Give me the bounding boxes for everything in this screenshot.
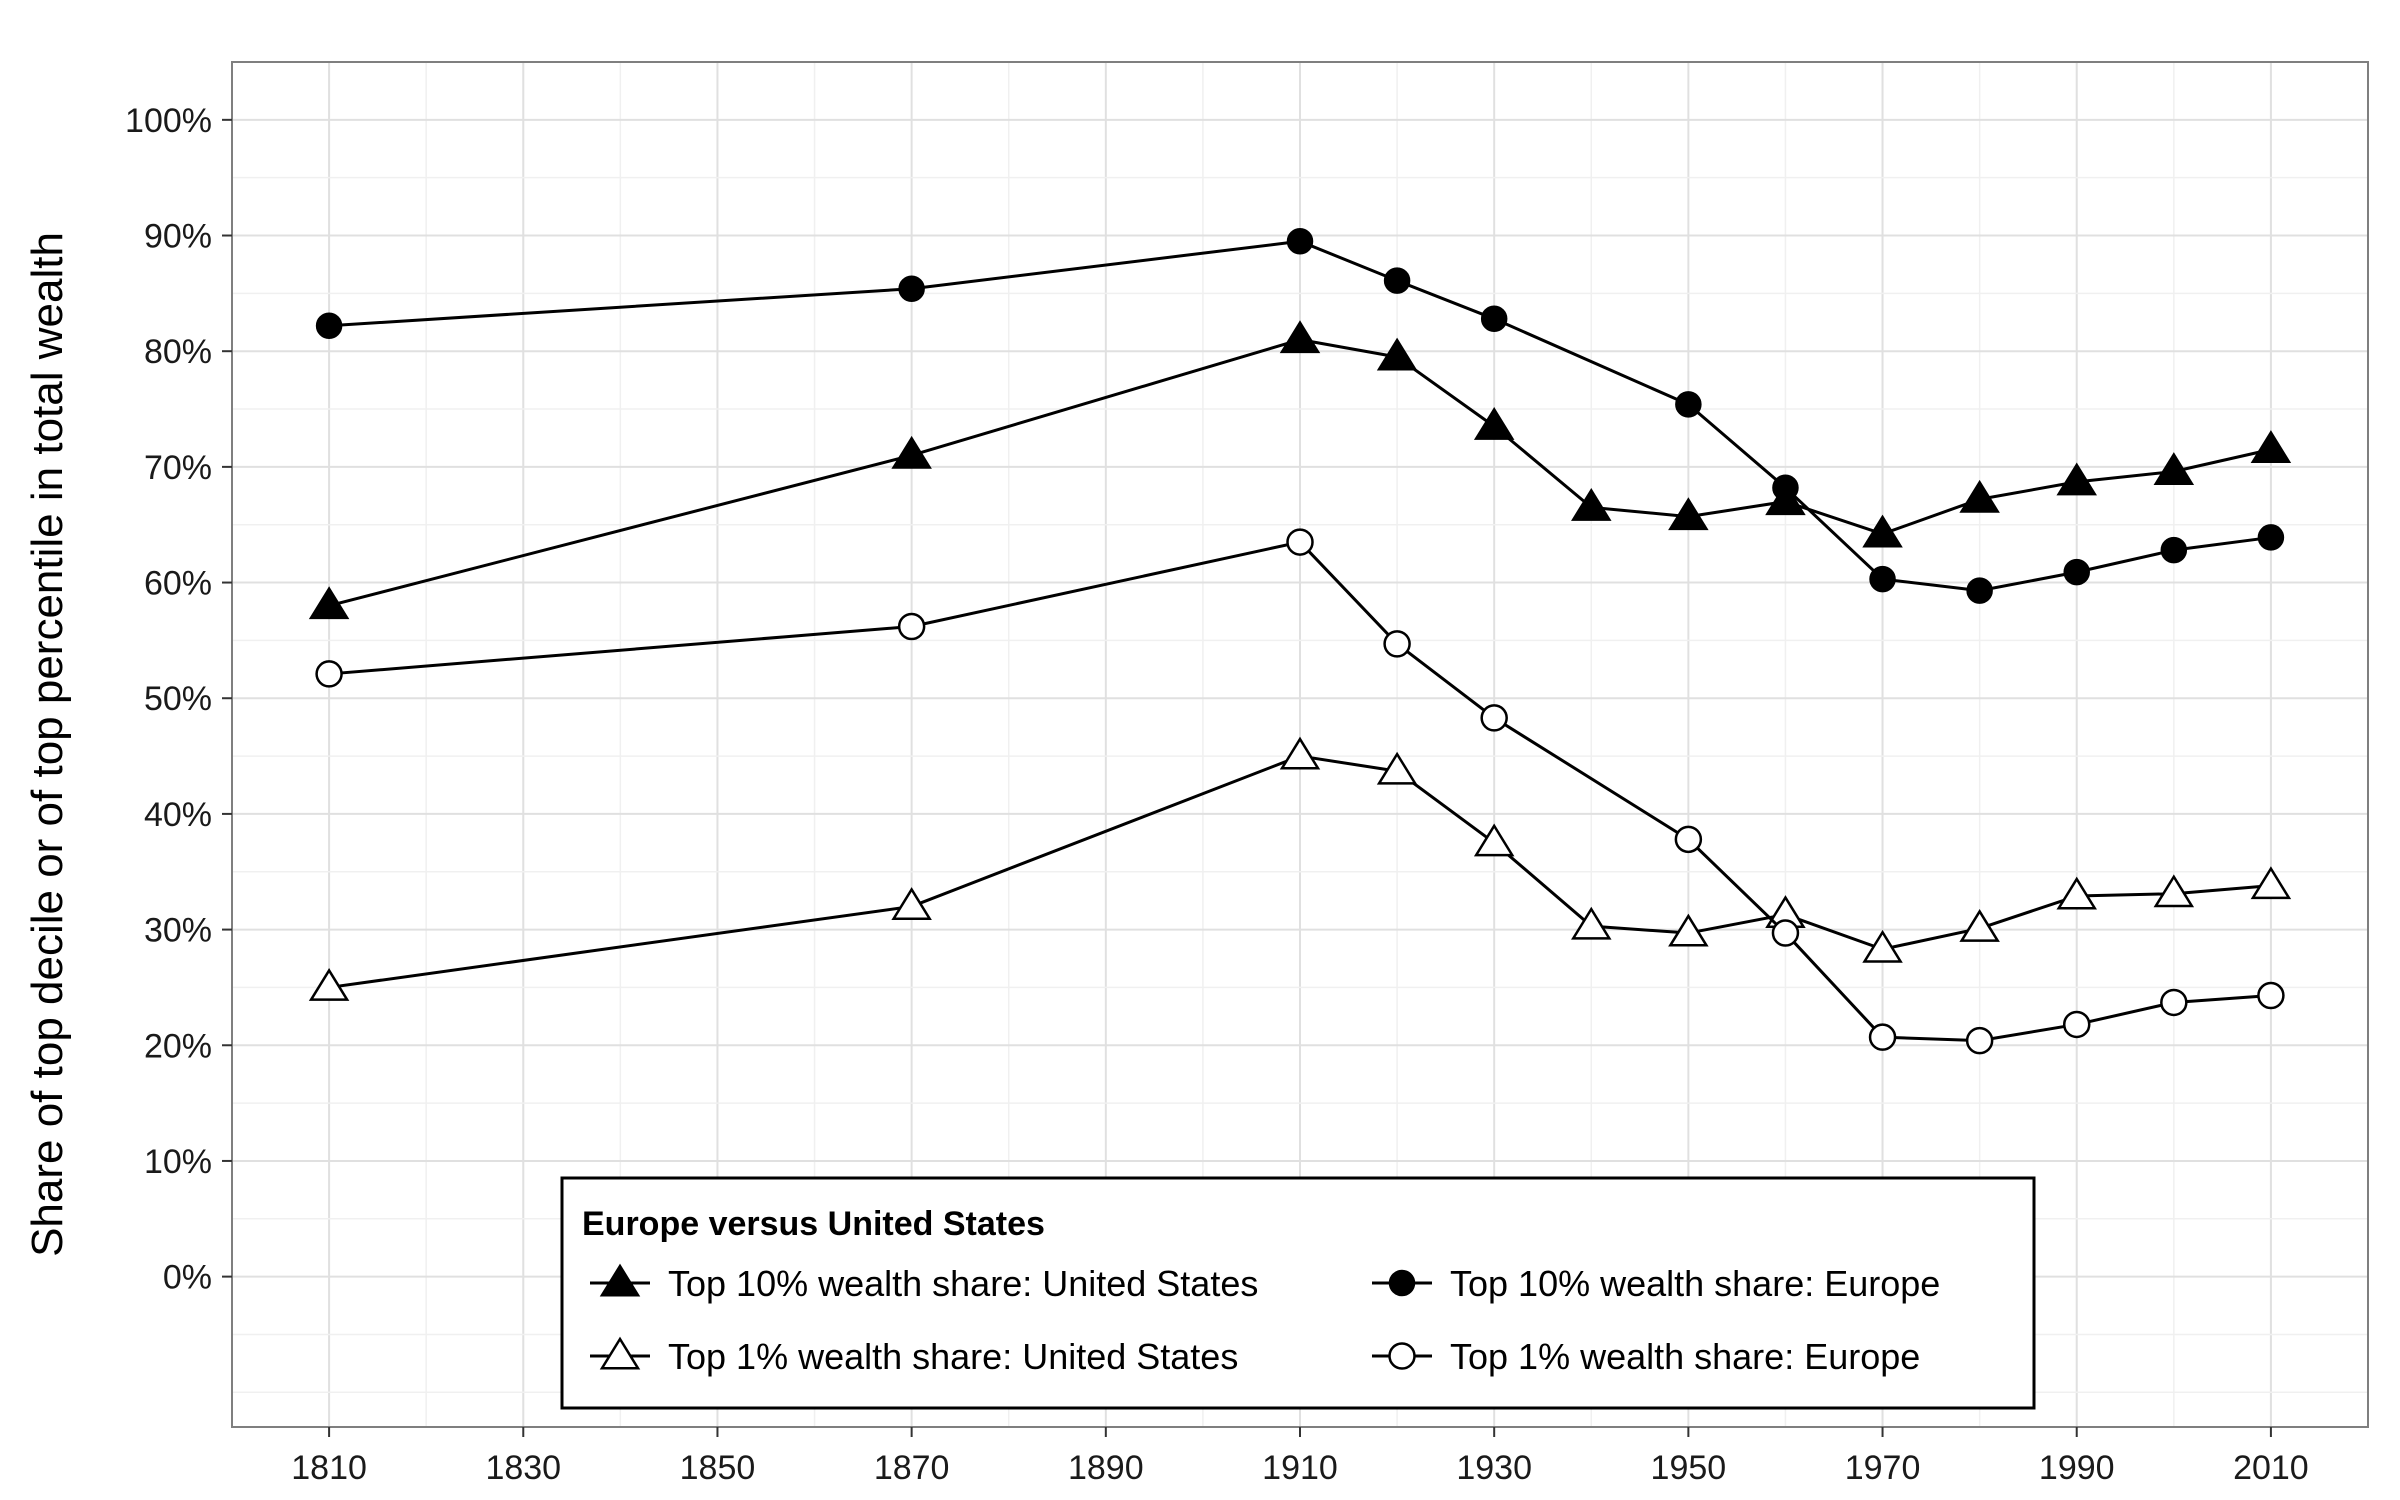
legend-item: Top 1% wealth share: Europe [1372,1336,1920,1377]
y-axis: 0% 10% 20% 30% 40% 50% 60% 70% 80% 90% 100% [125,102,232,1297]
data-point [1286,528,1314,556]
x-tick-label: 2010 [2233,1449,2309,1487]
x-axis: 1810 1830 1850 1870 1890 1910 1930 1950 1970 1990… [291,1427,2309,1487]
legend-label: Top 1% wealth share: Europe [1450,1336,1920,1377]
y-tick-label: 100% [125,102,212,140]
data-point [1966,577,1993,604]
data-point [1480,305,1508,333]
y-tick-label: 50% [144,680,212,718]
data-point [2250,430,2292,464]
data-point [2153,452,2195,485]
data-point [1959,909,2000,942]
data-point [1674,825,1703,854]
data-point [1279,320,1321,354]
data-point [1571,906,1612,940]
series-group [308,320,2292,620]
data-point [1279,736,1321,770]
y-tick-label: 40% [144,796,212,834]
y-tick-label: 90% [144,218,212,256]
x-tick-label: 1870 [874,1449,950,1487]
data-point [1571,487,1612,521]
legend-item: Top 10% wealth share: Europe [1372,1263,1940,1304]
data-point [1473,823,1515,857]
data-point [1376,337,1418,371]
data-point [2062,1010,2091,1039]
data-point [1383,267,1411,294]
data-point [315,312,343,339]
legend-title: Europe versus United States [582,1205,1045,1243]
y-tick-label: 0% [163,1259,212,1297]
legend-item: Top 10% wealth share: United States [590,1263,1258,1304]
data-point [1668,497,1709,531]
y-tick-label: 60% [144,565,212,603]
y-tick-label: 20% [144,1027,212,1065]
data-point [1383,630,1411,658]
data-point [1862,514,1903,548]
x-tick-label: 1970 [1845,1449,1921,1487]
y-tick-label: 30% [144,912,212,950]
data-point [308,586,350,620]
data-point [1868,1023,1897,1051]
x-tick-label: 1950 [1651,1449,1727,1487]
legend-label: Top 10% wealth share: Europe [1450,1263,1940,1304]
data-point [2056,876,2097,910]
legend-box [560,1176,2036,1410]
x-tick-label: 1850 [680,1449,756,1487]
data-point [2160,988,2188,1017]
legend-key-marker [1388,1342,1416,1370]
data-point [2257,981,2285,1010]
x-tick-label: 1810 [291,1449,367,1487]
data-point [1965,1026,1994,1055]
x-tick-label: 1930 [1456,1449,1532,1487]
data-point [2160,536,2188,564]
y-tick-label: 10% [144,1143,212,1181]
data-point [2257,524,2285,551]
series-group [308,736,2292,1001]
y-tick-label: 80% [144,333,212,371]
data-point [1376,751,1418,785]
x-tick-label: 1910 [1262,1449,1338,1487]
legend-items: Top 10% wealth share: United States Top 1… [590,1263,1940,1377]
legend: Europe versus United States Top 10% weal… [560,1176,2036,1410]
data-point [1480,704,1508,732]
legend-key-marker [599,1263,641,1297]
data-point [1862,929,1903,963]
data-point [308,968,350,1001]
legend-item: Top 1% wealth share: United States [590,1336,1238,1377]
data-point [2063,558,2090,586]
data-point [1869,565,1896,593]
data-point [1772,474,1799,501]
series-group [315,528,2285,1055]
data-point [2056,462,2097,496]
data-point [891,887,932,920]
x-tick-label: 1890 [1068,1449,1144,1487]
data-point [891,435,932,469]
series-line [328,239,2272,593]
series-layer [308,228,2292,1055]
y-axis-title: Share of top decile or of top percentile… [23,232,72,1257]
data-point [898,275,925,302]
x-tick-label: 1990 [2039,1449,2115,1487]
data-point [1286,228,1314,255]
series-line [328,540,2272,1043]
legend-label: Top 1% wealth share: United States [668,1336,1238,1377]
data-point [315,660,343,688]
series-group [315,228,2285,604]
data-point [2153,874,2195,908]
data-point [1959,479,2000,513]
legend-label: Top 10% wealth share: United States [668,1263,1258,1304]
data-point [1473,407,1515,440]
data-point [897,612,926,641]
data-point [2250,866,2292,900]
legend-key-marker [1388,1269,1416,1297]
data-point [1668,913,1709,947]
data-point [1675,391,1702,418]
y-tick-label: 70% [144,449,212,487]
legend-key-marker [599,1336,641,1370]
x-tick-label: 1830 [485,1449,561,1487]
data-point [1771,919,1800,947]
